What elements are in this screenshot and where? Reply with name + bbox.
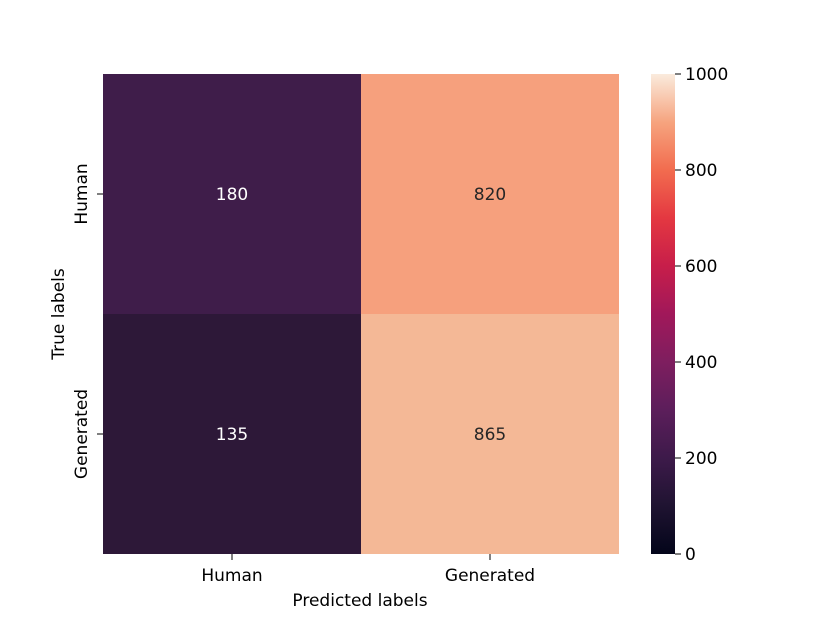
heatmap-cell xyxy=(103,74,361,314)
heatmap-cells xyxy=(103,74,619,554)
cell-value-label: 820 xyxy=(474,185,506,205)
cell-value-label: 180 xyxy=(216,185,248,205)
cell-value-label: 865 xyxy=(474,425,506,445)
colorbar-gradient xyxy=(651,74,675,554)
heatmap-cell-labels: 180 820 135 865 xyxy=(216,185,506,445)
x-tick-label: Generated xyxy=(445,566,535,586)
heatmap-cell xyxy=(361,314,619,554)
x-axis-ticks: Human Generated xyxy=(201,554,535,586)
colorbar-tick-label: 400 xyxy=(685,353,717,373)
y-axis-ticks: Human Generated xyxy=(72,163,103,479)
colorbar-tick-label: 800 xyxy=(685,161,717,181)
heatmap-cell xyxy=(103,314,361,554)
y-tick-label: Generated xyxy=(72,389,92,479)
cell-value-label: 135 xyxy=(216,425,248,445)
heatmap-cell xyxy=(361,74,619,314)
x-axis-label: Predicted labels xyxy=(292,591,427,611)
colorbar-tick-label: 600 xyxy=(685,257,717,277)
colorbar-tick-label: 200 xyxy=(685,449,717,469)
x-tick-label: Human xyxy=(201,566,262,586)
y-axis-label: True labels xyxy=(49,268,69,361)
colorbar-tick-label: 1000 xyxy=(685,65,728,85)
y-tick-label: Human xyxy=(72,163,92,224)
colorbar: 0 200 400 600 800 1000 xyxy=(651,65,728,565)
colorbar-tick-label: 0 xyxy=(685,545,696,565)
